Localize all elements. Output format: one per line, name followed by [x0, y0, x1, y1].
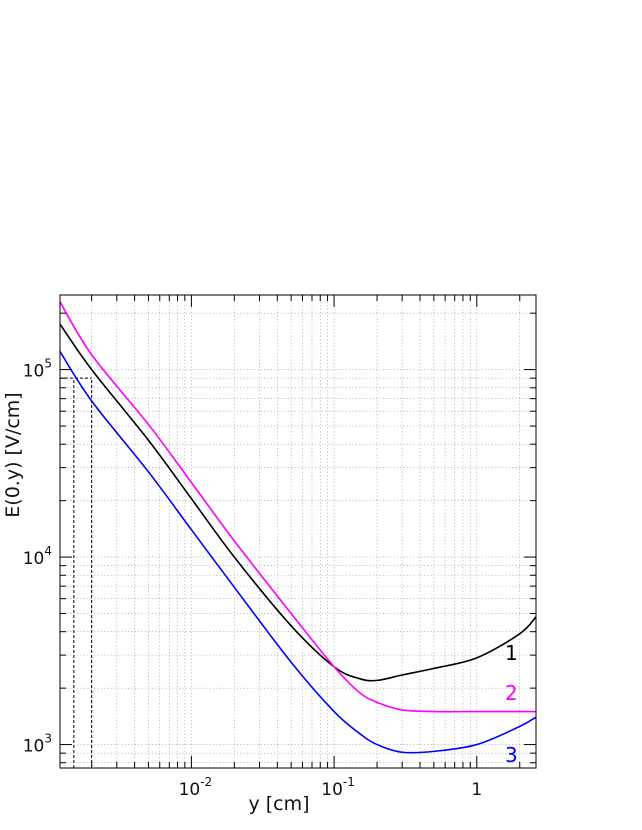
- grid: [60, 295, 536, 768]
- series-line-3: [59, 351, 537, 754]
- tick-label: 1: [471, 780, 482, 800]
- tick-labels: 10-2 10-1 1 103 104 105: [23, 357, 482, 800]
- x-axis-label: y [cm]: [248, 793, 309, 815]
- series-label-1: 1: [505, 641, 518, 665]
- tick-label: 10-1: [321, 775, 355, 800]
- tick-label: 10-2: [179, 775, 213, 800]
- series-labels: 1 2 3: [505, 641, 518, 767]
- tick-label: 104: [23, 544, 52, 569]
- series-label-2: 2: [505, 681, 518, 705]
- tick-label: 103: [23, 732, 52, 757]
- axis-ticks: [60, 295, 536, 768]
- series-line-2: [59, 301, 536, 713]
- series-label-3: 3: [505, 743, 518, 767]
- tick-label: 105: [23, 357, 52, 382]
- series-lines: [59, 301, 537, 754]
- y-axis-label: E(0.y) [V/cm]: [2, 392, 24, 517]
- reference-lines: [60, 377, 93, 768]
- series-line-1: [59, 323, 537, 682]
- plot-frame: [59, 294, 537, 769]
